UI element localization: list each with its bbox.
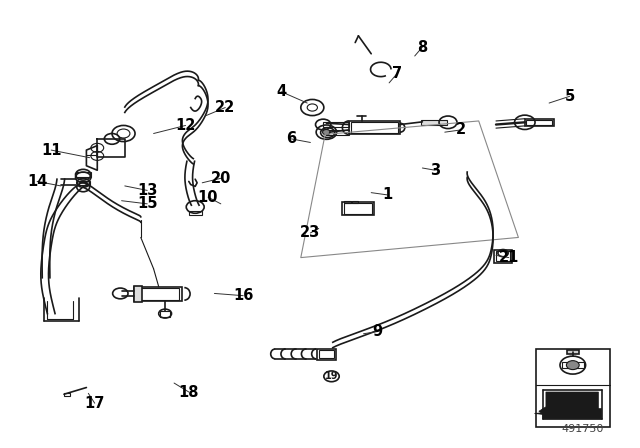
Bar xyxy=(536,349,610,427)
Text: 20: 20 xyxy=(211,171,231,186)
Text: 8: 8 xyxy=(417,39,428,55)
Bar xyxy=(421,120,447,125)
Bar xyxy=(319,350,334,358)
Text: 491750: 491750 xyxy=(561,424,604,434)
Bar xyxy=(349,121,400,134)
Bar xyxy=(134,287,182,301)
Text: 4: 4 xyxy=(276,84,287,99)
Text: 18: 18 xyxy=(179,384,199,400)
Bar xyxy=(352,201,358,203)
Text: 10: 10 xyxy=(198,190,218,205)
Bar xyxy=(323,122,349,127)
Text: 13: 13 xyxy=(137,183,157,198)
Bar xyxy=(134,286,142,302)
Circle shape xyxy=(323,129,330,135)
Bar xyxy=(77,181,90,185)
Text: 1: 1 xyxy=(382,187,392,202)
Bar xyxy=(526,120,552,125)
Text: 17: 17 xyxy=(84,396,105,411)
Text: 22: 22 xyxy=(215,100,236,115)
Polygon shape xyxy=(539,392,598,416)
Bar xyxy=(138,288,179,300)
Text: 14: 14 xyxy=(27,174,47,189)
Bar xyxy=(342,202,374,215)
Text: 23: 23 xyxy=(300,225,321,241)
Bar xyxy=(160,311,170,317)
Bar xyxy=(525,119,554,126)
Text: 6: 6 xyxy=(286,131,296,146)
Bar xyxy=(326,130,349,135)
Text: 15: 15 xyxy=(137,196,157,211)
Text: 5: 5 xyxy=(564,89,575,104)
Bar xyxy=(189,211,202,215)
Bar xyxy=(562,362,584,368)
Text: 3: 3 xyxy=(430,163,440,178)
Text: 12: 12 xyxy=(175,118,196,133)
Circle shape xyxy=(566,361,579,370)
Polygon shape xyxy=(534,409,602,419)
Text: 7: 7 xyxy=(392,66,402,82)
Bar xyxy=(351,122,398,133)
Bar xyxy=(344,201,351,203)
Bar xyxy=(64,393,70,396)
Text: 16: 16 xyxy=(233,288,253,303)
Bar xyxy=(494,250,512,263)
Text: 19: 19 xyxy=(324,371,339,381)
Text: 9: 9 xyxy=(372,324,383,339)
Text: 11: 11 xyxy=(41,142,61,158)
Bar xyxy=(496,251,510,261)
Bar xyxy=(344,203,372,214)
Text: 2: 2 xyxy=(456,122,466,138)
Bar xyxy=(317,349,336,360)
Bar xyxy=(567,350,579,354)
Bar xyxy=(76,172,91,177)
Text: 21: 21 xyxy=(499,250,519,265)
